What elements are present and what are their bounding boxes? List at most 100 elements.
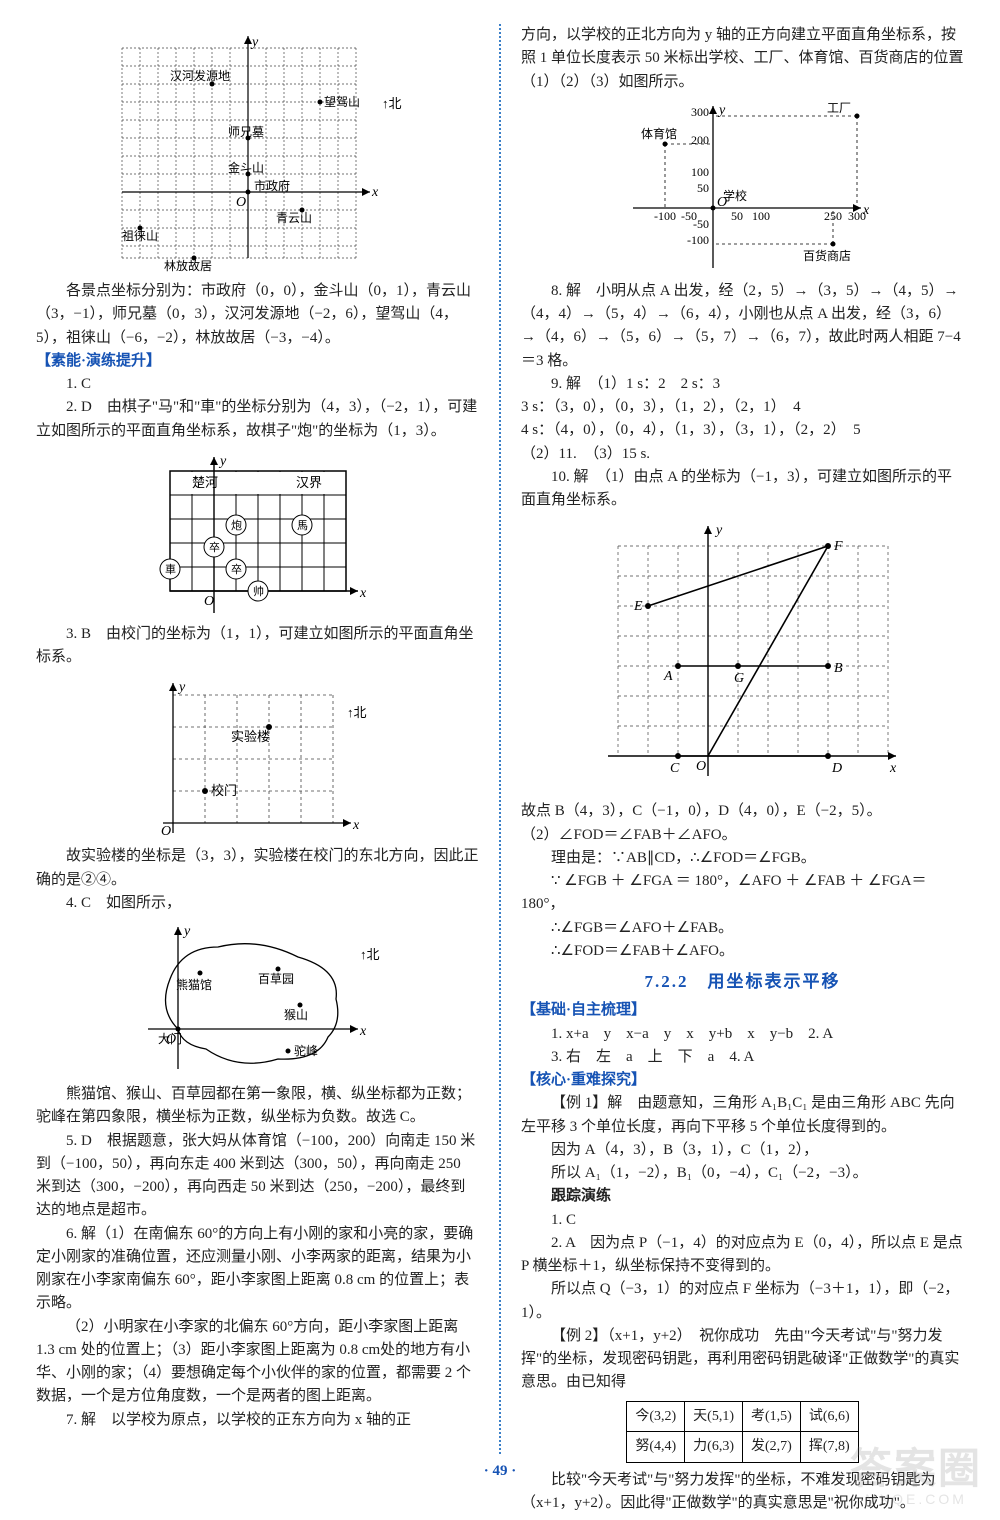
table-cell: 考(1,5) bbox=[743, 1401, 801, 1432]
sub1-l2: 3. 右 左 a 上 下 a 4. A bbox=[521, 1046, 964, 1069]
svg-text:A: A bbox=[663, 669, 673, 684]
item4: 4. C 如图所示， bbox=[36, 892, 479, 915]
svg-text:O: O bbox=[204, 594, 214, 609]
table-cell: 试(6,6) bbox=[800, 1401, 858, 1432]
svg-text:O: O bbox=[161, 824, 171, 839]
figR1-school-map: y x O -100-50 50100 250300 50100 200300 … bbox=[521, 98, 964, 276]
item6b: （2）小明家在小李家的北偏东 60°方向，距小李家图上距离 1.3 cm 处的位… bbox=[36, 1316, 479, 1409]
watermark: 答案圈 MXQE.COM bbox=[850, 1448, 982, 1506]
svg-text:实验楼: 实验楼 bbox=[231, 729, 270, 744]
svg-text:↑北: ↑北 bbox=[360, 947, 380, 962]
table-cell: 今(3,2) bbox=[627, 1401, 685, 1432]
svg-text:D: D bbox=[831, 761, 842, 776]
cont7: 方向，以学校的正北方向为 y 轴的正方向建立平面直角坐标系，按照 1 单位长度表… bbox=[521, 24, 964, 94]
after-figR2a: 故点 B（4，3），C（−1，0），D（4，0），E（−2，5）。 bbox=[521, 800, 964, 823]
svg-text:汉界: 汉界 bbox=[296, 475, 322, 490]
svg-text:炮: 炮 bbox=[231, 519, 242, 532]
track2: 2. A 因为点 P（−1，4）的对应点为 E（0，4），所以点 E 是点 P … bbox=[521, 1232, 964, 1279]
item9: 9. 解 （1）1 s：2 2 s：3 bbox=[521, 373, 964, 396]
after-figR2c: 理由是：∵AB∥CD，∴∠FOD＝∠FGB。 bbox=[521, 847, 964, 870]
section-722: 7.2.2 用坐标表示平移 bbox=[521, 969, 964, 995]
item5: 5. D 根据题意，张大妈从体育馆（−100，200）向南走 150 米到（−1… bbox=[36, 1130, 479, 1223]
item6: 6. 解（1）在南偏东 60°的方向上有小刚的家和小亮的家，要确定小刚家的准确位… bbox=[36, 1223, 479, 1316]
item8: 8. 解 小明从点 A 出发，经（2，5）→（3，5）→（4，5）→（4，4）→… bbox=[521, 280, 964, 373]
table-row: 努(4,4) 力(6,3) 发(2,7) 挥(7,8) bbox=[627, 1432, 858, 1463]
after-figR2b: （2）∠FOD＝∠FAB＋∠AFO。 bbox=[521, 824, 964, 847]
svg-text:馬: 馬 bbox=[297, 519, 308, 532]
item10: 10. 解 （1）由点 A 的坐标为（−1，3），可建立如图所示的平面直角坐标系… bbox=[521, 466, 964, 513]
after-fig4: 熊猫馆、猴山、百草园都在第一象限，横、纵坐标都为正数；驼峰在第四象限，横坐标为正… bbox=[36, 1083, 479, 1130]
column-divider bbox=[499, 24, 501, 1454]
svg-text:100: 100 bbox=[752, 209, 770, 223]
after-figR2e: ∴∠FGB＝∠AFO＋∠FAB。 bbox=[521, 917, 964, 940]
svg-text:100: 100 bbox=[691, 165, 709, 179]
fig2-chess: 楚河 汉界 y x O 馬 炮 卒 卒 帅 車 bbox=[36, 447, 479, 619]
svg-text:↑北: ↑北 bbox=[382, 96, 402, 111]
svg-text:体育馆: 体育馆 bbox=[641, 126, 677, 141]
sub2-title: 【核心·重难探究】 bbox=[521, 1069, 964, 1092]
table-cell: 力(6,3) bbox=[685, 1432, 743, 1463]
svg-text:工厂: 工厂 bbox=[827, 101, 851, 115]
svg-text:-100: -100 bbox=[687, 233, 709, 247]
cipher-table: 今(3,2) 天(5,1) 考(1,5) 试(6,6) 努(4,4) 力(6,3… bbox=[626, 1401, 858, 1463]
svg-text:y: y bbox=[714, 523, 723, 538]
svg-text:学校: 学校 bbox=[723, 188, 747, 203]
scenic-text: 各景点坐标分别为：市政府（0，0），金斗山（0，1），青云山（3，−1），师兄墓… bbox=[36, 280, 479, 350]
svg-text:300: 300 bbox=[848, 209, 866, 223]
item1: 1. C bbox=[36, 373, 479, 396]
track1: 1. C bbox=[521, 1209, 964, 1232]
svg-text:-50: -50 bbox=[693, 217, 709, 231]
svg-text:市政府: 市政府 bbox=[254, 178, 290, 193]
svg-text:x: x bbox=[359, 1024, 367, 1039]
table-cell: 天(5,1) bbox=[685, 1401, 743, 1432]
table-cell: 发(2,7) bbox=[743, 1432, 801, 1463]
svg-text:帅: 帅 bbox=[253, 585, 264, 598]
svg-text:F: F bbox=[833, 539, 843, 554]
item7: 7. 解 以学校为原点，以学校的正东方向为 x 轴的正 bbox=[36, 1409, 479, 1432]
svg-text:B: B bbox=[834, 661, 843, 676]
svg-text:汉河发源地: 汉河发源地 bbox=[170, 68, 230, 83]
item2: 2. D 由棋子"马"和"車"的坐标分别为（4，3），（−2，1），可建立如图所… bbox=[36, 396, 479, 443]
svg-text:-100: -100 bbox=[654, 209, 676, 223]
watermark-en: MXQE.COM bbox=[850, 1492, 982, 1506]
svg-text:卒: 卒 bbox=[231, 562, 242, 576]
svg-text:祖徕山: 祖徕山 bbox=[122, 228, 158, 243]
svg-text:O: O bbox=[236, 195, 246, 210]
after-figR2d: ∵ ∠FGB ＋ ∠FGA ＝ 180°，∠AFO ＋ ∠FAB ＋ ∠FGA＝… bbox=[521, 870, 964, 917]
svg-text:百草园: 百草园 bbox=[258, 972, 294, 986]
svg-text:望驾山: 望驾山 bbox=[324, 95, 360, 109]
fig1-scenic-coords: y x O ↑北 市政府 金斗山 青云山 师兄墓 汉河发源地 望驾 bbox=[36, 28, 479, 276]
fig4-zoo: y x O ↑北 熊猫馆 百草园 猴山 大门 驼峰 bbox=[36, 919, 479, 1079]
svg-text:車: 車 bbox=[165, 562, 176, 576]
svg-text:师兄墓: 师兄墓 bbox=[228, 125, 264, 139]
svg-text:大门: 大门 bbox=[158, 1031, 182, 1046]
item9b: 3 s：（3，0），（0，3），（1，2），（2，1） 4 bbox=[521, 396, 964, 419]
ex1: 【例 1】解 由题意知，三角形 A₁B₁C₁ 是由三角形 ABC 先向左平移 3… bbox=[521, 1092, 964, 1139]
after-fig3: 故实验楼的坐标是（3，3），实验楼在校门的东北方向，因此正确的是②④。 bbox=[36, 845, 479, 892]
svg-text:x: x bbox=[352, 818, 360, 833]
svg-text:x: x bbox=[889, 761, 897, 776]
svg-text:O: O bbox=[696, 759, 706, 774]
track-title: 跟踪演练 bbox=[521, 1185, 964, 1208]
svg-text:y: y bbox=[177, 680, 186, 695]
fig3-school: y x O ↑北 实验楼 校门 bbox=[36, 673, 479, 841]
table-cell: 努(4,4) bbox=[627, 1432, 685, 1463]
ex2: 【例 2】（x+1，y+2） 祝你成功 先由"今天考试"与"努力发挥"的坐标，发… bbox=[521, 1325, 964, 1395]
sub1-l1: 1. x+a y x−a y x y+b x y−b 2. A bbox=[521, 1023, 964, 1046]
svg-text:G: G bbox=[734, 671, 744, 686]
svg-text:300: 300 bbox=[691, 105, 709, 119]
svg-text:青云山: 青云山 bbox=[276, 211, 312, 225]
svg-text:E: E bbox=[633, 599, 643, 614]
svg-text:50: 50 bbox=[731, 209, 743, 223]
svg-text:金斗山: 金斗山 bbox=[228, 160, 264, 175]
svg-text:校门: 校门 bbox=[211, 783, 237, 798]
svg-text:200: 200 bbox=[691, 133, 709, 147]
svg-text:熊猫馆: 熊猫馆 bbox=[176, 977, 212, 992]
ex1b: 因为 A（4，3），B（3，1），C（1，2）， bbox=[521, 1139, 964, 1162]
figR2-coords: y x O A B C D E F G bbox=[521, 516, 964, 796]
svg-text:卒: 卒 bbox=[209, 540, 220, 554]
ex1c: 所以 A₁（1，−2），B₁（0，−4），C₁（−2，−3）。 bbox=[521, 1162, 964, 1185]
svg-text:50: 50 bbox=[697, 181, 709, 195]
svg-text:驼峰: 驼峰 bbox=[294, 1043, 318, 1058]
svg-text:y: y bbox=[218, 454, 227, 469]
